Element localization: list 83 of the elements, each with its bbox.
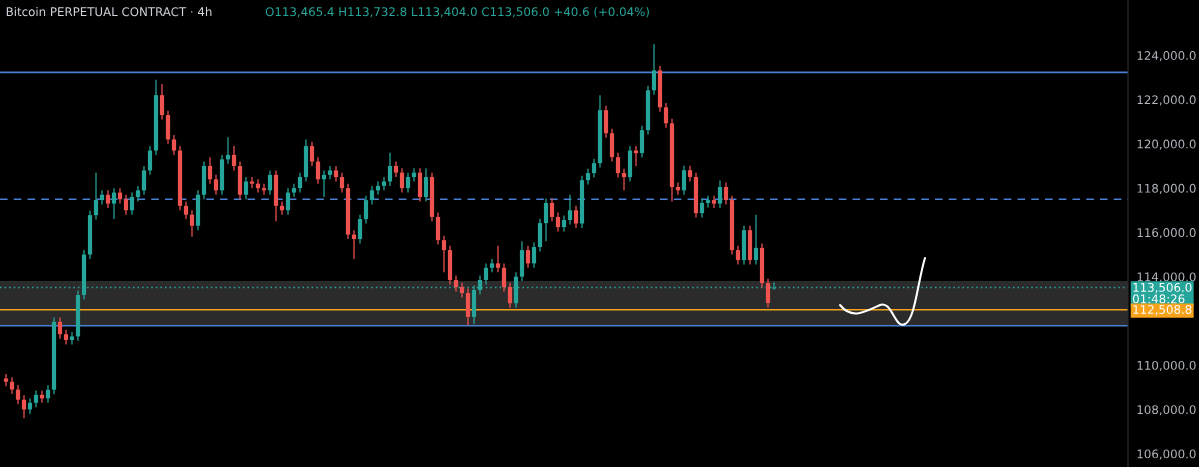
candlestick [621,168,627,191]
candlestick [285,187,291,216]
candlestick [705,195,711,209]
ref-line-label: 113,506.0 01:48:26 [1132,282,1192,304]
candlestick [405,172,411,194]
candlestick [141,165,147,196]
y-tick-label: 118,000.0 [1137,183,1196,194]
candlestick [603,105,609,139]
candlestick [213,174,219,196]
candlestick [549,197,555,222]
y-tick-label: 110,000.0 [1137,360,1196,372]
candlestick [465,287,471,326]
candlestick [489,258,495,273]
y-tick-label: 124,000.0 [1137,51,1196,62]
candlestick [753,214,759,266]
y-tick-label: 106,000.0 [1137,449,1196,460]
candlestick [723,181,729,206]
candlestick [591,158,597,179]
y-tick-label: 114,000.0 [1137,272,1196,283]
candlestick [381,176,387,191]
y-tick-label: 122,000.0 [1137,95,1196,106]
candlestick [189,209,195,238]
candlestick [699,197,705,219]
candlestick [585,168,591,186]
candlestick [327,165,333,180]
candlestick [567,194,573,226]
candlestick [537,218,543,253]
candlestick [387,152,393,187]
candlestick [3,373,9,387]
candlestick [735,245,741,266]
candlestick [147,145,153,176]
candlestick [309,141,315,167]
candlestick [525,245,531,269]
candlestick [639,125,645,159]
candlestick [501,262,507,293]
candlestick [297,172,303,194]
candlestick [399,167,405,194]
candlestick [507,282,513,309]
candlestick [129,191,135,216]
candlestick [717,179,723,209]
candlestick [681,165,687,196]
candlestick [267,169,273,196]
candlestick [711,195,717,209]
candlestick [615,152,621,179]
candlestick [555,211,561,233]
candlestick [231,145,237,172]
candlestick [573,205,579,229]
candlestick [243,176,249,200]
candlestick [171,134,177,156]
candlestick [159,83,165,121]
candlestick [315,156,321,185]
candlestick [651,43,657,96]
candlestick [249,176,255,189]
candlestick [531,241,537,269]
candlestick [423,167,429,203]
candlestick [543,197,549,242]
candlestick [99,189,105,206]
candlestick [495,245,501,273]
candlestick [369,185,375,206]
candlestick [111,187,117,220]
y-tick-label: 116,000.0 [1137,228,1196,239]
candlestick [357,214,363,245]
candlestick [435,211,441,246]
candlestick [483,262,489,286]
annotation: O113,465.4 H113,732.8 L113,404.0 C113,506.0 +40.6 (+0.04%) [265,7,649,18]
candlestick [363,195,369,225]
y-tick-label: 120,000.0 [1137,139,1196,150]
candlestick [609,128,615,163]
chart-title: Bitcoin PERPETUAL CONTRACT · 4h [6,7,212,17]
candlestick [561,214,567,233]
ref-line-label: 112,508.8 [1133,305,1192,316]
candlestick [15,384,21,405]
y-tick-label: 108,000.0 [1137,405,1196,416]
candlestick [69,331,75,346]
candlestick [57,316,63,340]
candlestick [291,183,297,198]
candlestick [93,172,99,221]
candlestick [441,235,447,273]
candlestick [339,172,345,194]
candlestick [123,194,129,216]
candlestick [765,278,771,309]
candlestick [207,156,213,185]
candlestick [663,102,669,129]
